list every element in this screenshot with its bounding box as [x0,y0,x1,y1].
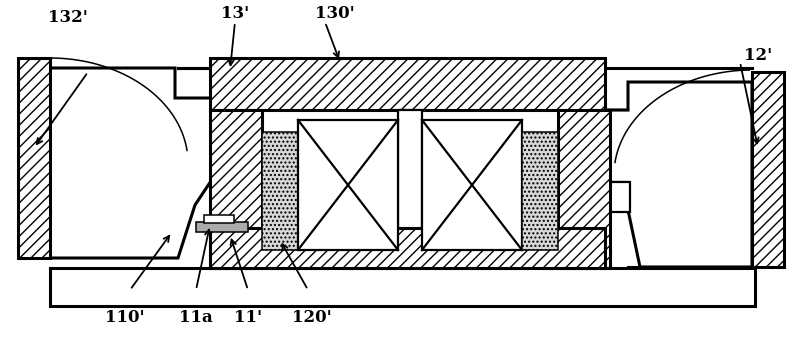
Bar [522,132,558,250]
Bar [210,228,605,268]
Bar [398,110,422,268]
Bar [262,132,298,250]
Bar [50,268,755,306]
Text: 132': 132' [48,10,88,27]
Bar [210,110,262,268]
Text: 110': 110' [105,309,145,326]
Text: 11': 11' [234,309,262,326]
Polygon shape [50,68,215,258]
Text: 120': 120' [292,309,332,326]
Bar [558,110,610,268]
Text: 12': 12' [744,47,772,64]
Bar [298,120,398,250]
Text: 11a: 11a [179,309,213,326]
Bar [210,58,605,110]
Bar [752,72,784,267]
Bar [196,222,248,232]
Bar [204,215,234,223]
Bar [608,182,630,212]
Text: 130': 130' [315,5,355,22]
Text: 13': 13' [221,5,249,22]
Bar [18,58,50,258]
Polygon shape [608,82,752,267]
Bar [422,120,522,250]
